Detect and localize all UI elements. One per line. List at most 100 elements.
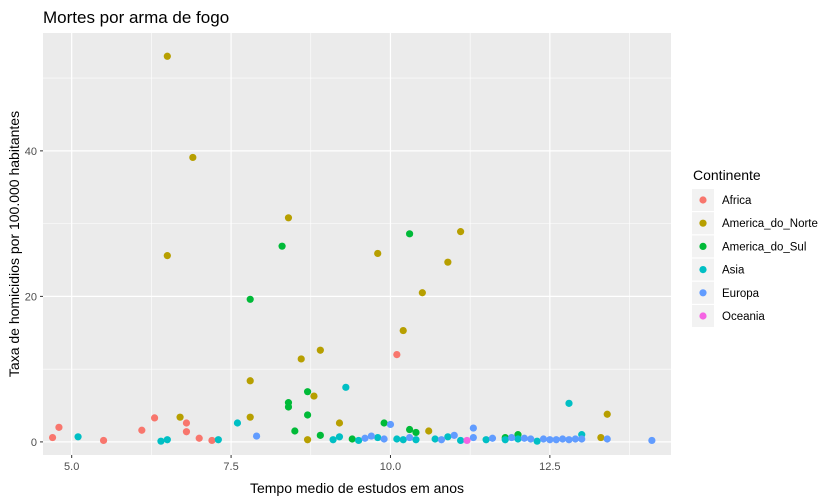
point-europa [405, 433, 414, 442]
point-america-do-sul [278, 242, 286, 250]
point-america-do-norte [310, 392, 318, 400]
point-asia [374, 433, 382, 442]
point-europa [380, 435, 388, 443]
point-asia [329, 436, 337, 444]
point-america-do-sul [246, 295, 254, 303]
point-america-do-sul [291, 427, 299, 435]
point-asia [335, 433, 344, 441]
y-axis: 0 20 40 [25, 146, 43, 449]
x-axis: 5.0 7.5 10.0 12.5 [64, 455, 561, 473]
legend-label-america-do-sul: America_do_Sul [722, 241, 806, 253]
point-asia [163, 436, 171, 444]
chart-title: Mortes por arma de fogo [43, 8, 229, 27]
point-america-do-norte [163, 252, 171, 260]
legend-marker-europa [699, 289, 707, 297]
point-asia [533, 437, 541, 445]
point-europa [508, 433, 516, 442]
point-america-do-sul [316, 431, 324, 439]
legend-marker-oceania [699, 312, 707, 320]
point-asia [233, 419, 242, 427]
point-america-do-norte [303, 436, 312, 444]
point-africa [393, 350, 401, 359]
data-points [48, 52, 656, 445]
point-asia [565, 399, 573, 407]
x-tick-label: 5.0 [64, 461, 79, 473]
point-europa [559, 435, 567, 443]
legend: Continente Africa America_do_Norte America… [692, 167, 818, 327]
y-axis-title: Taxa de homicidios por 100.000 habitante… [6, 111, 22, 377]
point-america-do-sul [284, 403, 293, 411]
point-asia [431, 435, 439, 443]
point-america-do-sul [412, 428, 420, 437]
y-tick-label: 0 [31, 437, 37, 449]
point-america-do-norte [246, 377, 254, 385]
point-america-do-sul [303, 411, 312, 419]
point-europa [648, 436, 656, 445]
point-america-do-norte [163, 52, 171, 60]
point-europa [469, 424, 477, 432]
point-america-do-sul [405, 230, 414, 238]
point-america-do-norte [246, 413, 254, 421]
point-africa [208, 436, 216, 445]
legend-label-europa: Europa [722, 288, 760, 300]
x-tick-label: 7.5 [223, 461, 238, 473]
major-gridlines [43, 33, 671, 455]
point-asia [157, 437, 165, 445]
point-africa [195, 434, 203, 442]
point-asia [214, 436, 222, 444]
point-europa [603, 435, 611, 443]
point-europa [552, 436, 560, 444]
legend-label-africa: Africa [722, 195, 752, 207]
point-america-do-sul [380, 419, 388, 427]
point-oceania [463, 436, 471, 445]
legend-marker-asia [699, 266, 707, 274]
point-africa [182, 419, 191, 427]
point-america-do-norte [297, 355, 305, 363]
point-asia [412, 436, 420, 444]
point-asia [342, 383, 350, 391]
point-america-do-norte [374, 249, 382, 258]
point-europa [527, 435, 535, 443]
point-africa [150, 414, 159, 422]
point-america-do-sul [348, 435, 356, 443]
point-africa [99, 436, 108, 445]
legend-marker-africa [699, 196, 707, 204]
point-asia [74, 433, 82, 441]
point-europa [361, 434, 369, 442]
legend-title: Continente [693, 167, 761, 183]
legend-label-oceania: Oceania [722, 311, 765, 323]
point-america-do-norte [444, 258, 452, 266]
point-europa [520, 434, 528, 442]
point-asia [354, 436, 363, 445]
point-europa [539, 435, 548, 443]
point-america-do-norte [176, 413, 184, 421]
point-asia [399, 436, 407, 444]
legend-label-asia: Asia [722, 265, 745, 277]
x-tick-label: 10.0 [380, 461, 401, 473]
legend-marker-america-do-sul [699, 242, 707, 250]
legend-label-america-do-norte: America_do_Norte [722, 218, 818, 230]
point-europa [252, 432, 261, 440]
point-america-do-norte [335, 419, 344, 427]
point-america-do-norte [425, 427, 433, 435]
point-europa [450, 431, 458, 439]
point-america-do-norte [418, 289, 426, 297]
point-america-do-norte [189, 153, 197, 162]
point-europa [565, 436, 573, 444]
plot-panel [43, 33, 671, 455]
point-america-do-norte [399, 326, 407, 335]
point-america-do-sul [303, 388, 312, 396]
point-africa [182, 428, 191, 436]
point-asia [457, 436, 465, 445]
x-tick-label: 12.5 [539, 461, 560, 473]
point-asia [393, 435, 401, 443]
point-europa [546, 436, 554, 444]
point-america-do-norte [597, 433, 605, 442]
point-america-do-norte [316, 346, 324, 354]
point-europa [488, 434, 497, 442]
point-asia [444, 433, 452, 441]
point-america-do-norte [284, 214, 293, 222]
point-europa [571, 435, 579, 443]
point-europa [367, 432, 375, 440]
